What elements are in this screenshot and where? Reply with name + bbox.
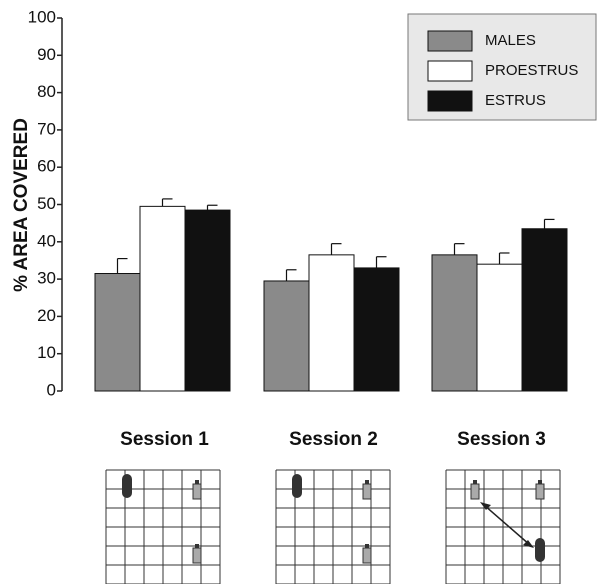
bottle — [535, 483, 545, 500]
x-tick-label: Session 3 — [457, 429, 546, 450]
bottle — [192, 547, 202, 564]
animal — [292, 474, 302, 498]
error-bar — [161, 198, 173, 207]
y-tick-label: 30 — [37, 269, 56, 288]
arrow — [483, 504, 531, 546]
animal — [535, 538, 545, 562]
bar — [476, 263, 523, 392]
bar — [308, 254, 355, 392]
legend-swatch — [427, 30, 473, 52]
legend-label: ESTRUS — [485, 92, 546, 109]
bottle-cap — [365, 544, 369, 548]
y-tick-label: 80 — [37, 82, 56, 101]
bottle — [362, 547, 372, 564]
legend: MALES PROESTRUS ESTRUS — [407, 13, 597, 121]
arrow-head — [523, 540, 534, 548]
y-tick-label: 40 — [37, 231, 56, 250]
y-tick-label: 50 — [37, 194, 56, 213]
bottle-cap — [195, 480, 199, 484]
bar — [353, 267, 400, 392]
y-tick-label: 90 — [37, 45, 56, 64]
legend-label: MALES — [485, 32, 536, 49]
animal — [122, 474, 132, 498]
bottle-cap — [538, 480, 542, 484]
y-tick-label: 70 — [37, 119, 56, 138]
bar — [521, 228, 568, 392]
error-bar — [206, 204, 218, 211]
error-bar — [285, 269, 297, 281]
bottle-cap — [473, 480, 477, 484]
error-bar — [330, 243, 342, 255]
error-bar — [543, 218, 555, 229]
bottle-cap — [195, 544, 199, 548]
arena-diagrams — [105, 469, 561, 584]
y-tick-label: 60 — [37, 157, 56, 176]
y-tick-label: 0 — [47, 380, 56, 399]
bar — [431, 254, 478, 392]
y-tick-label: 20 — [37, 306, 56, 325]
error-bar — [498, 252, 510, 265]
error-bar — [453, 243, 465, 255]
error-bar — [116, 257, 128, 274]
x-tick-label: Session 1 — [120, 429, 209, 450]
bottle-cap — [365, 480, 369, 484]
y-axis-label: % AREA COVERED — [11, 118, 32, 292]
legend-label: PROESTRUS — [485, 62, 578, 79]
bar — [184, 209, 231, 392]
bar — [139, 205, 186, 392]
bottle — [362, 483, 372, 500]
y-tick-label: 10 — [37, 343, 56, 362]
bar — [263, 280, 310, 392]
x-tick-label: Session 2 — [289, 429, 378, 450]
arrow-head — [480, 502, 491, 510]
bottle — [470, 483, 480, 500]
legend-swatch — [427, 60, 473, 82]
y-tick-label: 100 — [28, 7, 56, 26]
bottle — [192, 483, 202, 500]
legend-swatch — [427, 90, 473, 112]
bar — [94, 273, 141, 392]
error-bar — [375, 256, 387, 268]
